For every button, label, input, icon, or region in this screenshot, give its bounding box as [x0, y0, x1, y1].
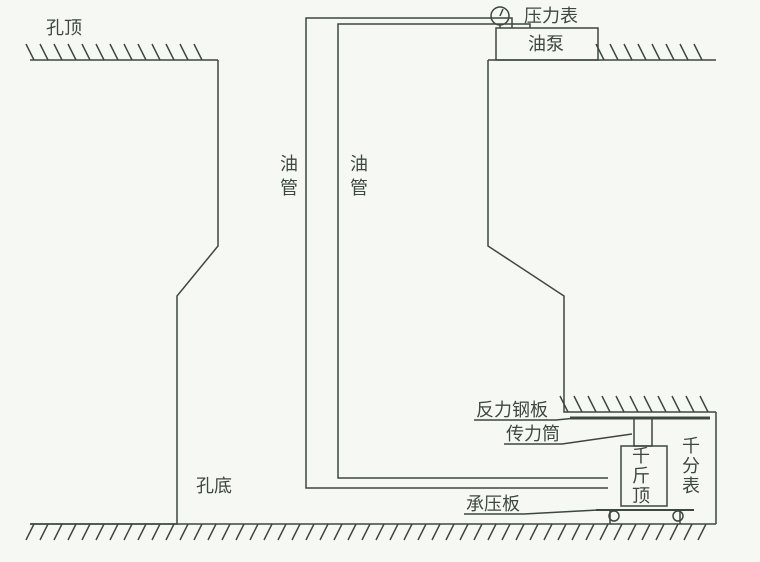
left-wall	[30, 60, 218, 524]
hatch-top-right	[596, 44, 702, 60]
dial-gauge-right-icon	[673, 511, 683, 521]
label-bore-top: 孔顶	[46, 18, 82, 38]
label-jack-1: 千	[632, 446, 650, 466]
borehole-outline	[30, 60, 716, 524]
label-oil-pump: 油泵	[528, 34, 564, 54]
label-jack-3: 顶	[632, 486, 650, 506]
label-dial-2: 分	[682, 456, 700, 476]
label-dial-1: 千	[682, 436, 700, 456]
label-tube-1a: 油	[280, 154, 298, 174]
right-wall	[488, 60, 716, 412]
label-reaction-plate: 反力钢板	[476, 400, 548, 420]
label-force-tube: 传力筒	[506, 424, 560, 444]
force-tube	[634, 418, 652, 446]
hatch-right-shelf	[560, 396, 708, 412]
hatch-top-left	[26, 44, 202, 60]
oil-tube-1	[306, 18, 608, 488]
label-jack-2: 斤	[632, 466, 650, 486]
label-tube-2b: 管	[350, 178, 368, 198]
label-tube-1b: 管	[280, 178, 298, 198]
label-pressure-gauge: 压力表	[524, 6, 578, 26]
hatch-bottom	[26, 524, 706, 540]
label-dial-3: 表	[682, 476, 700, 496]
label-tube-2a: 油	[350, 154, 368, 174]
label-bearing-plate: 承压板	[466, 494, 520, 514]
pressure-gauge-icon	[491, 7, 509, 25]
gauge-needle	[500, 9, 503, 16]
label-bore-bottom: 孔底	[196, 476, 232, 496]
